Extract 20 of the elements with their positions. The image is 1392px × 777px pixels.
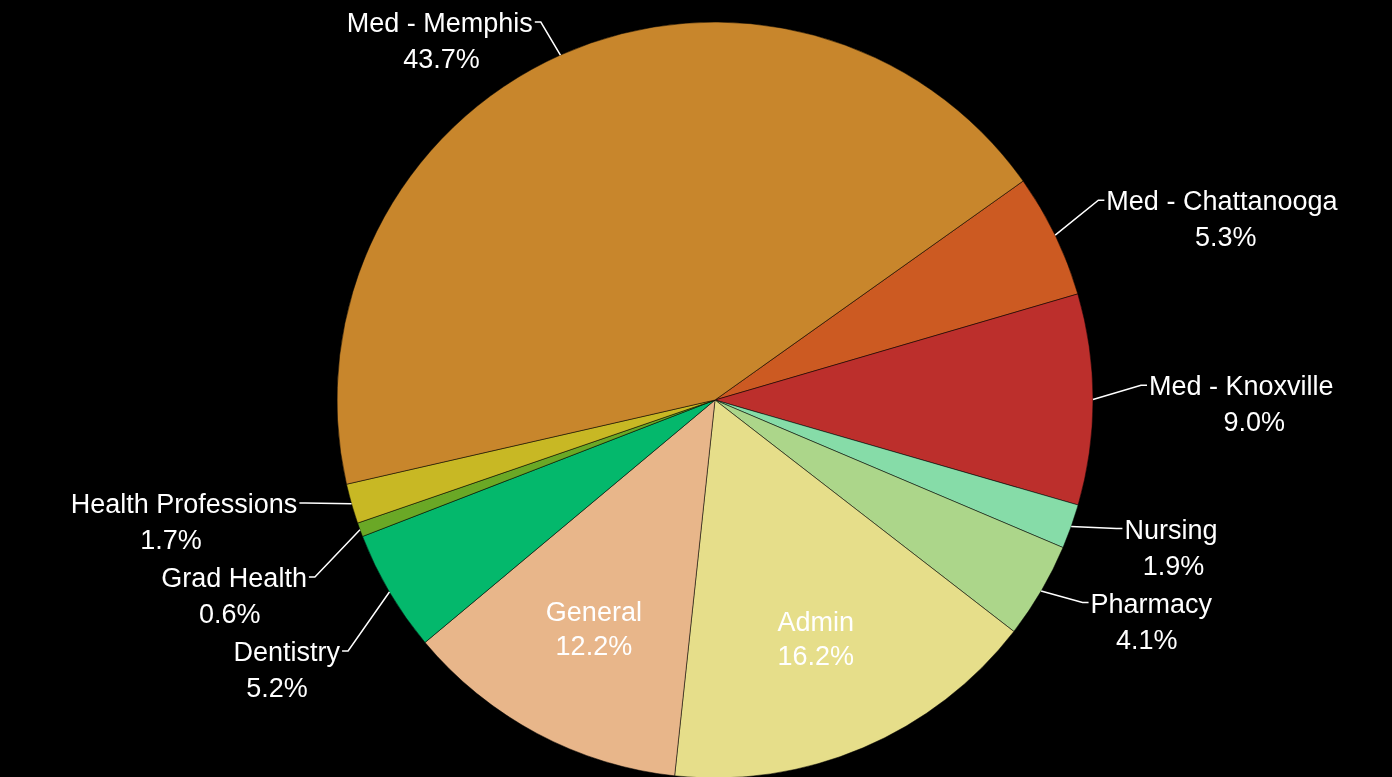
data-label: 9.0% bbox=[1223, 407, 1286, 438]
slice-label: Med - Memphis bbox=[346, 8, 533, 38]
slice-label: Pharmacy bbox=[1090, 588, 1213, 619]
slice-label: Dentistry bbox=[233, 637, 341, 667]
slice-label: Med - Chattanooga bbox=[1106, 186, 1339, 217]
data-label: 16.2% bbox=[777, 640, 854, 671]
data-label: 1.7% bbox=[140, 525, 202, 555]
slice-label: Nursing bbox=[1124, 514, 1218, 545]
data-label: 4.1% bbox=[1115, 624, 1178, 655]
data-label: 5.3% bbox=[1194, 222, 1257, 253]
data-label: 5.2% bbox=[246, 673, 308, 703]
data-label: 0.6% bbox=[198, 599, 261, 629]
slice-label: Health Professions bbox=[70, 489, 298, 519]
slice-label: Admin bbox=[777, 606, 854, 637]
slice-label: General bbox=[545, 596, 642, 627]
data-label: 43.7% bbox=[403, 44, 480, 74]
slice-label: Med - Knoxville bbox=[1149, 371, 1334, 402]
slice-label: Grad Health bbox=[161, 563, 307, 593]
data-label: 1.9% bbox=[1142, 550, 1205, 581]
data-label: 12.2% bbox=[555, 630, 633, 661]
